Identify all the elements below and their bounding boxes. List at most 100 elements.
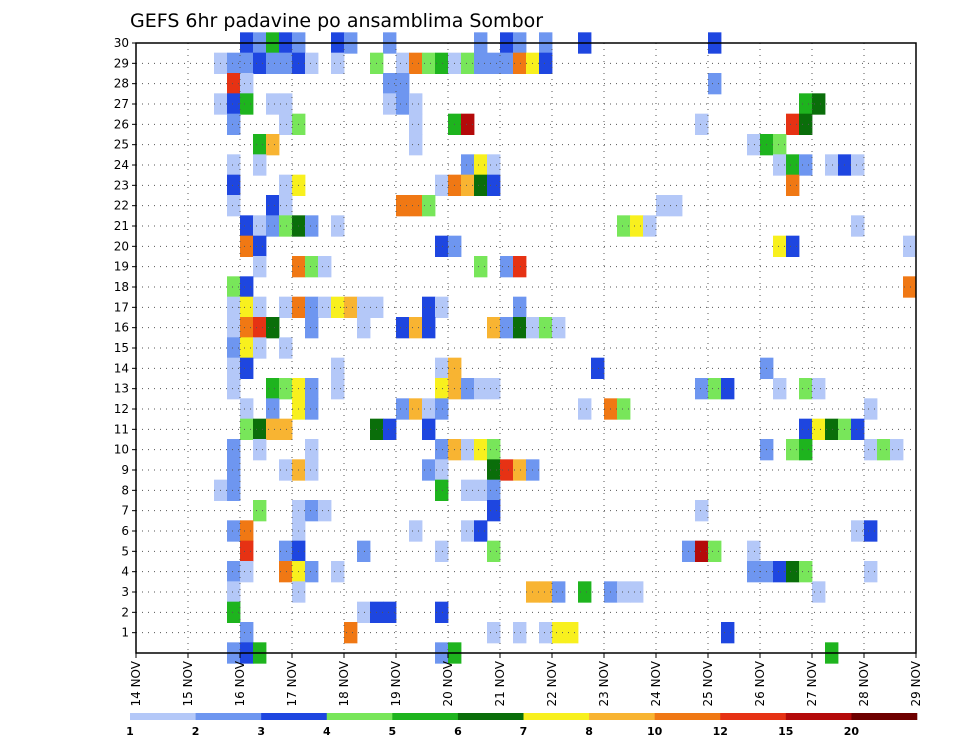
heatmap-cell (253, 337, 267, 359)
colorbar-label: 8 (585, 725, 593, 738)
heatmap-cell (240, 276, 254, 298)
heatmap-cell (812, 581, 826, 603)
heatmap-cell (786, 113, 800, 135)
heatmap-cell (331, 378, 345, 400)
colorbar-label: 20 (844, 725, 860, 738)
heatmap-cell (864, 439, 878, 461)
heatmap-cell (266, 195, 280, 217)
heatmap-cell (409, 134, 423, 156)
heatmap-cell (851, 520, 865, 542)
x-tick-label: 14 NOV (129, 660, 143, 706)
heatmap-cell (266, 378, 280, 400)
y-tick-label: 3 (121, 585, 129, 599)
heatmap-cell (435, 378, 449, 400)
heatmap-cell (253, 439, 267, 461)
x-tick-label: 29 NOV (909, 660, 923, 706)
y-tick-label: 2 (121, 605, 129, 619)
colorbar-label: 3 (257, 725, 265, 738)
chart-title: GEFS 6hr padavine po ansamblima Sombor (130, 10, 543, 32)
heatmap-cell (253, 134, 267, 156)
colorbar-swatch (457, 713, 524, 720)
colorbar-label: 5 (388, 725, 396, 738)
colorbar-label: 1 (126, 725, 134, 738)
heatmap-cell (318, 296, 332, 318)
y-tick-label: 27 (114, 97, 129, 111)
heatmap-cell (279, 195, 293, 217)
heatmap-cell (253, 418, 267, 440)
heatmap-cell (396, 195, 410, 217)
heatmap-cell (461, 174, 475, 196)
y-tick-label: 18 (114, 280, 129, 294)
heatmap-cell (240, 398, 254, 420)
heatmap-cell (383, 93, 397, 115)
heatmap-cell (409, 317, 423, 339)
heatmap-cell (253, 235, 267, 257)
heatmap-cell (435, 398, 449, 420)
colorbar-swatch (785, 713, 852, 720)
heatmap-cell (266, 398, 280, 420)
heatmap-cell (279, 113, 293, 135)
heatmap-cell (279, 52, 293, 74)
x-tick-label: 16 NOV (233, 660, 247, 706)
heatmap-cell (279, 418, 293, 440)
heatmap-cell (552, 622, 566, 644)
heatmap-cell (773, 235, 787, 257)
heatmap-cell (513, 296, 527, 318)
heatmap-cell (305, 500, 319, 522)
heatmap-cell (240, 520, 254, 542)
colorbar-swatch (392, 713, 459, 720)
heatmap-cell (253, 215, 267, 237)
heatmap-cell (279, 215, 293, 237)
colorbar-swatch (523, 713, 590, 720)
heatmap-cell (422, 459, 436, 481)
heatmap-cell (357, 296, 371, 318)
heatmap-cell (461, 154, 475, 176)
heatmap-cell (487, 52, 501, 74)
y-tick-label: 25 (114, 138, 129, 152)
heatmap-cell (422, 296, 436, 318)
x-tick-label: 21 NOV (493, 660, 507, 706)
heatmap-cell (227, 601, 241, 623)
heatmap-cell (695, 500, 709, 522)
heatmap-cell (240, 418, 254, 440)
heatmap-cell (435, 174, 449, 196)
heatmap-cell (513, 622, 527, 644)
heatmap-cell (474, 439, 488, 461)
colorbar-label: 2 (192, 725, 200, 738)
y-tick-label: 7 (121, 504, 129, 518)
y-tick-label: 4 (121, 565, 129, 579)
heatmap-cell (539, 581, 553, 603)
heatmap-cell (422, 52, 436, 74)
heatmap-cell (305, 561, 319, 583)
heatmap-cell (812, 93, 826, 115)
heatmap-cell (331, 215, 345, 237)
heatmap-cell (240, 337, 254, 359)
heatmap-cell (331, 296, 345, 318)
heatmap-cell (227, 195, 241, 217)
colorbar-swatch (326, 713, 393, 720)
heatmap-cell (227, 439, 241, 461)
heatmap-cell (435, 235, 449, 257)
heatmap-cell (279, 93, 293, 115)
y-tick-label: 24 (114, 158, 129, 172)
y-axis: 1234567891011121314151617181920212223242… (114, 36, 136, 640)
heatmap-cell (799, 439, 813, 461)
heatmap-cell (357, 540, 371, 562)
heatmap-cell (227, 317, 241, 339)
heatmap-cell (786, 154, 800, 176)
heatmap-cell (474, 479, 488, 501)
heatmap-cell (383, 601, 397, 623)
heatmap-cell (279, 337, 293, 359)
heatmap-cell (305, 398, 319, 420)
x-tick-label: 15 NOV (181, 660, 195, 706)
x-tick-label: 25 NOV (701, 660, 715, 706)
heatmap-cell (227, 520, 241, 542)
heatmap-cell (825, 418, 839, 440)
heatmap-cell (461, 52, 475, 74)
heatmap-cell (864, 520, 878, 542)
heatmap-cell (227, 378, 241, 400)
heatmap-cell (773, 154, 787, 176)
heatmap-cell (799, 378, 813, 400)
heatmap-cell (279, 296, 293, 318)
